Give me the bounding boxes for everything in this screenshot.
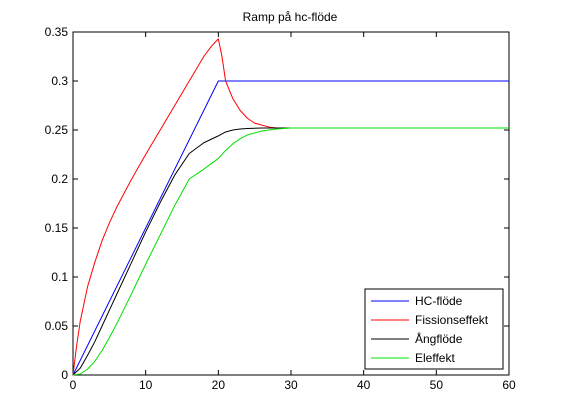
x-tick-label: 0 xyxy=(70,378,77,392)
y-tick-label: 0.05 xyxy=(45,319,69,333)
legend-label: HC-flöde xyxy=(415,294,463,308)
series-line-2 xyxy=(72,127,313,376)
series-line-0 xyxy=(72,80,509,376)
y-tick-label: 0.3 xyxy=(51,74,68,88)
legend-label: Fissionseffekt xyxy=(415,313,489,327)
y-tick-label: 0.25 xyxy=(45,123,69,137)
y-tick-label: 0.2 xyxy=(51,172,68,186)
series-line-1 xyxy=(72,38,291,376)
y-tick-label: 0.15 xyxy=(45,221,69,235)
x-tick-label: 30 xyxy=(284,378,298,392)
legend-label: Eleffekt xyxy=(415,351,455,365)
series-lines xyxy=(72,38,509,376)
y-tick-label: 0.1 xyxy=(51,270,68,284)
x-tick-label: 50 xyxy=(430,378,444,392)
legend-label: Ångflöde xyxy=(415,331,463,346)
series-line-3 xyxy=(72,127,509,376)
legend-box xyxy=(364,288,504,370)
x-tick-label: 60 xyxy=(502,378,516,392)
x-tick-label: 10 xyxy=(139,378,153,392)
y-tick-label: 0 xyxy=(61,368,68,382)
x-tick-label: 20 xyxy=(212,378,226,392)
y-tick-label: 0.35 xyxy=(45,25,69,39)
x-tick-label: 40 xyxy=(357,378,371,392)
axis-ticks: 0 10 20 30 40 50 60 0 0.05 0.1 0.15 0.2 0.25 0.3 0.35 xyxy=(45,25,516,392)
legend: HC-flöde Fissionseffekt Ångflöde Eleffekt xyxy=(364,288,504,370)
chart-title: Ramp på hc-flöde xyxy=(243,10,338,24)
